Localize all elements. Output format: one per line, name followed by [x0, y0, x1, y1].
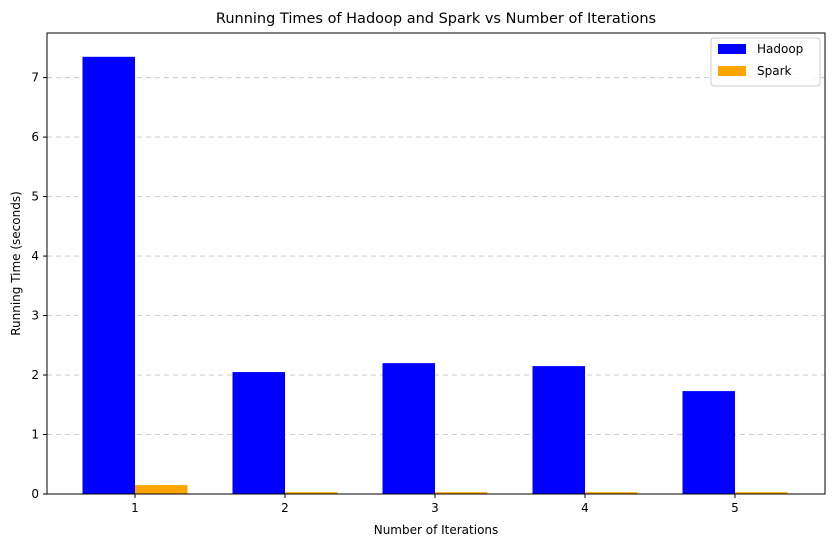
x-tick-label: 2: [281, 501, 289, 515]
bar-hadoop: [232, 372, 285, 494]
x-tick-label: 1: [131, 501, 139, 515]
bar-spark: [135, 485, 188, 494]
legend: Hadoop Spark: [710, 37, 821, 87]
y-axis: 0 1 2 3 4 5 6 7: [31, 71, 47, 501]
legend-label-hadoop: Hadoop: [757, 42, 803, 56]
bar-spark: [285, 492, 338, 494]
bar-hadoop: [532, 366, 585, 494]
y-tick-label: 1: [31, 428, 39, 442]
y-tick-label: 4: [31, 249, 39, 263]
legend-swatch-spark: [718, 66, 746, 76]
x-tick-label: 5: [731, 501, 739, 515]
plot-frame: [46, 32, 826, 495]
bar-hadoop: [382, 363, 435, 494]
x-axis: 1 2 3 4 5: [131, 494, 739, 515]
bar-spark: [435, 492, 488, 494]
grid-lines: [47, 77, 825, 495]
bar-hadoop: [82, 56, 135, 494]
bar-spark: [735, 492, 788, 494]
y-tick-label: 3: [31, 309, 39, 323]
y-tick-label: 0: [31, 487, 39, 501]
y-tick-label: 2: [31, 368, 39, 382]
bar-hadoop: [682, 391, 735, 494]
y-tick-label: 7: [31, 71, 39, 85]
y-axis-label: Running Time (seconds): [9, 191, 23, 336]
y-tick-label: 6: [31, 130, 39, 144]
x-tick-label: 3: [431, 501, 439, 515]
bar-spark: [585, 492, 638, 494]
bars: [82, 56, 788, 494]
y-tick-label: 5: [31, 190, 39, 204]
legend-swatch-hadoop: [718, 44, 746, 54]
x-axis-label: Number of Iterations: [374, 523, 499, 537]
legend-label-spark: Spark: [757, 64, 792, 78]
x-tick-label: 4: [581, 501, 589, 515]
chart-title: Running Times of Hadoop and Spark vs Num…: [216, 11, 656, 27]
